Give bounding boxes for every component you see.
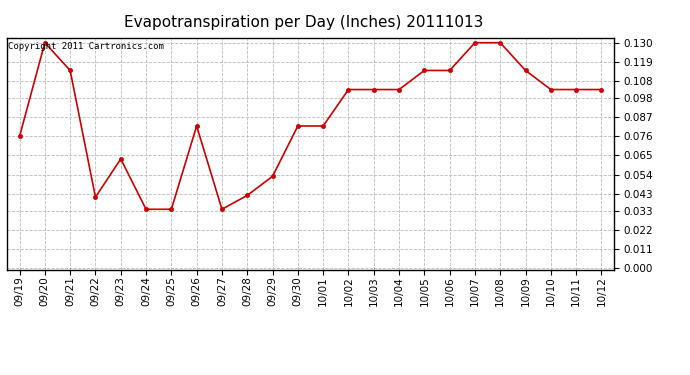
Text: Evapotranspiration per Day (Inches) 20111013: Evapotranspiration per Day (Inches) 2011… [124,15,483,30]
Text: Copyright 2011 Cartronics.com: Copyright 2011 Cartronics.com [8,42,164,51]
